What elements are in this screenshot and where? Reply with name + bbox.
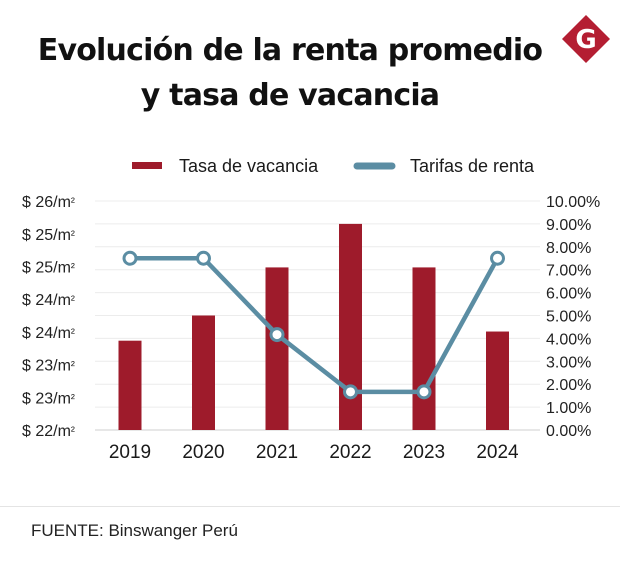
left-tick-label: $ 24/m²: [22, 325, 75, 342]
right-tick-label: 5.00%: [546, 309, 591, 326]
rent-point: [122, 250, 138, 266]
left-tick-label: $ 25/m²: [22, 227, 75, 244]
legend-label-tarifas: Tarifas de renta: [410, 156, 535, 176]
logo-letter: G: [575, 25, 596, 55]
left-tick-label: $ 24/m²: [22, 292, 75, 309]
x-tick-label: 2021: [256, 442, 298, 463]
bar: [339, 223, 362, 430]
logo-diamond: [562, 15, 610, 63]
x-tick-label: 2019: [109, 442, 151, 463]
x-tick-label: 2024: [476, 442, 519, 463]
left-tick-label: $ 25/m²: [22, 260, 75, 277]
left-tick-label: $ 23/m²: [22, 391, 75, 408]
left-tick-label: $ 23/m²: [22, 357, 75, 374]
x-tick-label: 2023: [403, 442, 445, 463]
rent-point: [343, 384, 358, 400]
right-tick-label: 3.00%: [546, 354, 591, 371]
source-divider: [0, 506, 620, 507]
gestion-logo-icon: G: [561, 14, 611, 64]
right-tick-label: 4.00%: [546, 331, 591, 348]
x-tick-label: 2022: [329, 442, 371, 463]
legend-label-vacancia: Tasa de vacancia: [179, 156, 319, 176]
bar: [192, 315, 215, 430]
right-tick-label: 10.00%: [546, 194, 600, 211]
legend-bar-swatch: [132, 162, 162, 169]
right-tick-label: 8.00%: [546, 240, 591, 257]
bar: [265, 267, 289, 430]
right-tick-label: 1.00%: [546, 400, 591, 417]
left-tick-label: $ 22/m²: [22, 423, 75, 440]
rent-point: [196, 250, 211, 266]
right-tick-label: 2.00%: [546, 377, 591, 394]
chart-title: Evolución de la renta promedio y tasa de…: [0, 28, 580, 118]
left-tick-label: $ 26/m²: [22, 194, 75, 211]
x-tick-label: 2020: [182, 442, 224, 463]
right-tick-label: 6.00%: [546, 286, 591, 303]
bar: [486, 331, 509, 430]
right-tick-label: 7.00%: [546, 263, 591, 280]
title-line-2: y tasa de vacancia: [140, 78, 440, 113]
rent-point: [490, 250, 505, 266]
source-note: FUENTE: Binswanger Perú: [31, 521, 238, 540]
bar: [118, 340, 142, 430]
rent-line: [127, 256, 500, 395]
title-line-1: Evolución de la renta promedio: [37, 33, 543, 68]
right-tick-label: 9.00%: [546, 217, 591, 234]
rent-point: [269, 327, 285, 343]
right-tick-label: 0.00%: [546, 423, 591, 440]
bar: [412, 267, 436, 430]
rent-point: [416, 384, 432, 400]
